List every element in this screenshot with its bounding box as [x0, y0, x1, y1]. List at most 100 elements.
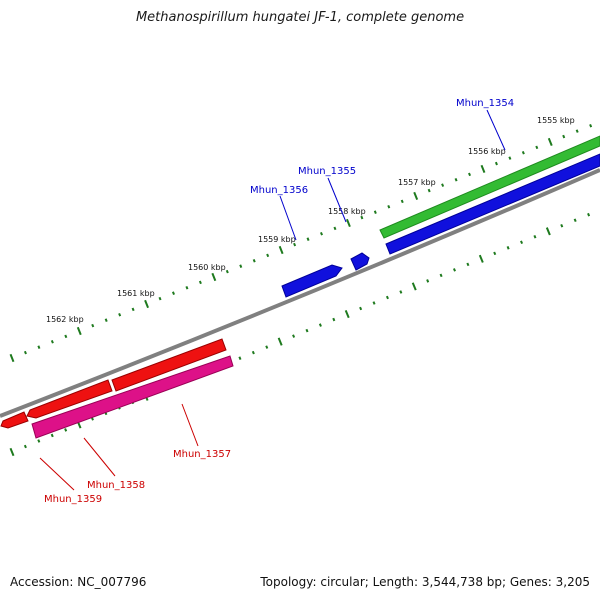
outer-ring-minor-tick — [306, 237, 310, 241]
tick-label-1557: 1557 kbp — [398, 178, 436, 187]
outer-ring-major-tick — [211, 272, 217, 282]
topology-text: Topology: circular; Length: 3,544,738 bp… — [260, 575, 590, 589]
inner-ring-minor-tick — [251, 350, 255, 355]
tick-label-1558: 1558 kbp — [328, 207, 366, 216]
outer-ring-minor-tick — [252, 259, 256, 263]
inner-ring-minor-tick — [399, 290, 403, 294]
outer-ring-minor-tick — [320, 232, 323, 236]
inner-ring-major-tick — [478, 254, 484, 263]
outer-tick-ring — [9, 123, 593, 363]
outer-ring-minor-tick — [441, 183, 445, 187]
cds-feature-mhun-1356[interactable] — [281, 264, 343, 298]
outer-ring-major-tick — [345, 218, 351, 228]
gene-label-mhun-1359[interactable]: Mhun_1359 — [44, 494, 102, 505]
gene-feature-mhun-1354[interactable] — [379, 135, 600, 239]
outer-ring-minor-tick — [131, 307, 135, 312]
outer-ring-minor-tick — [562, 134, 566, 139]
inner-ring-minor-tick — [37, 439, 41, 443]
outer-ring-minor-tick — [400, 199, 404, 204]
tick-label-1560: 1560 kbp — [188, 263, 226, 272]
leader-line-mhun-1357 — [181, 403, 199, 447]
inner-ring-minor-tick — [452, 268, 456, 272]
outer-ring-minor-tick — [575, 129, 579, 133]
outer-ring-minor-tick — [198, 280, 202, 285]
outer-ring-major-tick — [9, 353, 15, 363]
outer-ring-major-tick — [547, 137, 553, 147]
accession-text: Accession: NC_007796 — [10, 575, 147, 589]
outer-ring-minor-tick — [225, 269, 229, 274]
inner-ring-minor-tick — [265, 345, 269, 349]
inner-ring-major-tick — [545, 227, 551, 236]
cds-feature-mhun-1357[interactable] — [111, 338, 227, 392]
cds-feature-mhun-1358[interactable] — [26, 379, 113, 419]
inner-ring-minor-tick — [318, 323, 322, 327]
outer-ring-minor-tick — [185, 286, 189, 290]
outer-ring-minor-tick — [454, 178, 458, 182]
inner-ring-minor-tick — [426, 279, 430, 283]
tick-label-1555: 1555 kbp — [537, 116, 575, 125]
inner-ring-minor-tick — [493, 251, 497, 256]
outer-ring-minor-tick — [494, 161, 498, 166]
inner-ring-minor-tick — [332, 317, 336, 322]
inner-ring-minor-tick — [533, 235, 537, 239]
outer-ring-minor-tick — [535, 145, 539, 150]
cds-feature-mhun-1355[interactable] — [350, 252, 370, 271]
outer-ring-major-tick — [278, 245, 284, 255]
outer-ring-minor-tick — [171, 291, 175, 295]
tick-label-1559: 1559 kbp — [258, 235, 296, 244]
outer-ring-minor-tick — [158, 296, 162, 301]
outer-ring-major-tick — [76, 326, 82, 336]
gene-label-mhun-1354[interactable]: Mhun_1354 — [456, 98, 514, 109]
leader-line-mhun-1359 — [39, 457, 75, 491]
inner-ring-minor-tick — [587, 212, 591, 217]
outer-ring-minor-tick — [91, 323, 95, 328]
outer-ring-minor-tick — [50, 340, 54, 344]
inner-ring-minor-tick — [506, 246, 510, 250]
inner-ring-major-tick — [277, 337, 283, 346]
inner-ring-minor-tick — [292, 334, 296, 338]
gene-label-mhun-1355[interactable]: Mhun_1355 — [298, 166, 356, 177]
gene-label-mhun-1358[interactable]: Mhun_1358 — [87, 480, 145, 491]
leader-line-mhun-1356 — [279, 195, 297, 241]
outer-ring-minor-tick — [468, 172, 472, 177]
leader-line-mhun-1358 — [83, 437, 116, 477]
outer-ring-minor-tick — [387, 205, 391, 209]
tick-label-1561: 1561 kbp — [117, 289, 155, 298]
outer-ring-minor-tick — [427, 188, 431, 193]
inner-ring-minor-tick — [50, 433, 54, 438]
inner-ring-minor-tick — [385, 295, 389, 300]
outer-ring-major-tick — [413, 191, 419, 201]
inner-ring-minor-tick — [359, 306, 363, 311]
outer-ring-minor-tick — [266, 253, 270, 258]
outer-ring-minor-tick — [360, 215, 364, 220]
outer-ring-minor-tick — [293, 242, 297, 247]
inner-ring-minor-tick — [573, 218, 577, 222]
tick-label-1556: 1556 kbp — [468, 147, 506, 156]
outer-ring-minor-tick — [333, 226, 337, 231]
cds-feature-mhun-1354[interactable] — [385, 153, 600, 255]
outer-ring-minor-tick — [508, 156, 512, 160]
inner-ring-major-tick — [411, 282, 417, 291]
map-title: Methanospirillum hungatei JF-1, complete… — [135, 10, 465, 25]
cds-feature-mhun-1359[interactable] — [0, 411, 29, 429]
gene-feature-mhun-1357[interactable] — [31, 355, 234, 439]
inner-ring-minor-tick — [560, 223, 564, 228]
inner-ring-major-tick — [344, 309, 350, 319]
genome-backbone — [0, 168, 600, 418]
leader-line-mhun-1355 — [327, 177, 347, 223]
outer-ring-minor-tick — [23, 350, 27, 355]
outer-ring-minor-tick — [64, 334, 68, 339]
gene-label-mhun-1357[interactable]: Mhun_1357 — [173, 449, 231, 460]
gene-label-mhun-1356[interactable]: Mhun_1356 — [250, 185, 308, 196]
tick-label-1562: 1562 kbp — [46, 315, 84, 324]
outer-ring-major-tick — [480, 164, 486, 174]
outer-ring-major-tick — [144, 299, 149, 309]
outer-ring-minor-tick — [521, 150, 525, 155]
outer-ring-minor-tick — [118, 313, 122, 317]
outer-ring-minor-tick — [104, 318, 108, 322]
inner-ring-minor-tick — [238, 356, 242, 360]
inner-ring-minor-tick — [439, 273, 443, 278]
outer-ring-minor-tick — [589, 123, 593, 128]
